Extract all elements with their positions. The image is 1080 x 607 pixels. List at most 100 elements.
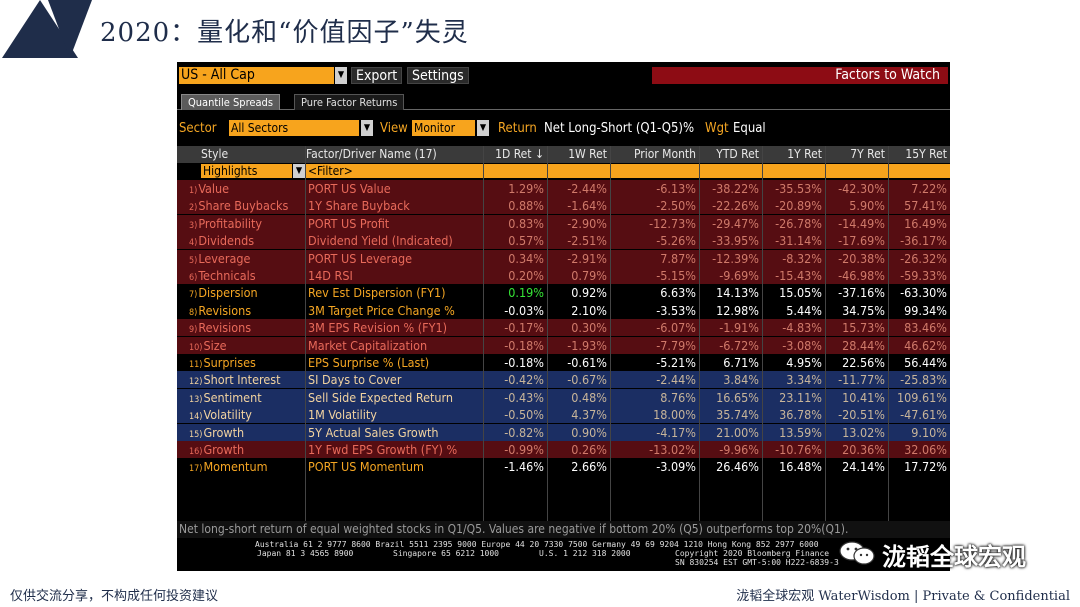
factor-name-cell[interactable]: SI Days to Cover: [306, 371, 483, 389]
value-cell-y15: 109.61%: [889, 388, 950, 406]
tab-pure-factor-returns[interactable]: Pure Factor Returns: [294, 94, 405, 110]
col-prior-month[interactable]: Prior Month: [633, 147, 696, 161]
value-cell-ytd: -29.47%: [700, 214, 762, 232]
filter-cell[interactable]: [484, 164, 547, 178]
filter-cell[interactable]: [889, 164, 950, 178]
col-7y-ret[interactable]: 7Y Ret: [850, 147, 885, 161]
col-factor-name[interactable]: Factor/Driver Name (17): [306, 147, 437, 161]
factor-name-cell[interactable]: 5Y Actual Sales Growth: [306, 423, 483, 441]
style-cell[interactable]: 14)Volatility: [177, 406, 305, 424]
table-row[interactable]: 7)Dispersion Rev Est Dispersion (FY1) 0.19…: [177, 284, 950, 302]
style-label: Revisions: [198, 302, 252, 318]
factor-name-cell[interactable]: PORT US Value: [306, 180, 483, 197]
factor-name-cell[interactable]: Rev Est Dispersion (FY1): [306, 284, 483, 302]
factor-name-cell[interactable]: 1Y Share Buyback: [306, 197, 483, 215]
highlights-select[interactable]: Highlights: [201, 164, 292, 178]
row-number: 6): [189, 273, 198, 283]
table-row[interactable]: 2)Share Buybacks 1Y Share Buyback 0.88% -1.…: [177, 197, 950, 215]
style-cell[interactable]: 2)Share Buybacks: [177, 197, 305, 215]
table-row[interactable]: 3)Profitability PORT US Profit 0.83% -2.90%…: [177, 214, 950, 232]
style-cell[interactable]: 7)Dispersion: [177, 284, 305, 302]
view-select[interactable]: Monitor: [412, 120, 475, 136]
col-1y-ret[interactable]: 1Y Ret: [787, 147, 822, 161]
table-row[interactable]: 15)Growth 5Y Actual Sales Growth -0.82% 0.9…: [177, 423, 950, 441]
settings-button[interactable]: Settings: [407, 67, 469, 84]
table-row[interactable]: 8)Revisions 3M Target Price Change % -0.03…: [177, 301, 950, 319]
table-row[interactable]: 13)Sentiment Sell Side Expected Return -0.…: [177, 388, 950, 406]
factor-name-cell[interactable]: Dividend Yield (Indicated): [306, 232, 483, 250]
value-cell-d1: 0.34%: [484, 249, 547, 267]
table-row[interactable]: 16)Growth 1Y Fwd EPS Growth (FY) % -0.99% 0…: [177, 441, 950, 458]
style-cell[interactable]: 16)Growth: [177, 441, 305, 458]
value-cell-y7: 22.56%: [826, 354, 888, 371]
table-row[interactable]: 14)Volatility 1M Volatility -0.50% 4.37% 18.…: [177, 406, 950, 424]
filter-cell[interactable]: [700, 164, 762, 178]
value-cell-d1: -0.17%: [484, 319, 547, 337]
col-1d-ret[interactable]: 1D Ret ↓: [495, 147, 544, 161]
sector-select[interactable]: All Sectors: [229, 120, 359, 136]
col-style[interactable]: Style: [201, 147, 229, 161]
filter-input[interactable]: <Filter>: [306, 164, 483, 178]
wgt-value[interactable]: Equal: [733, 121, 766, 136]
style-cell[interactable]: 12)Short Interest: [177, 371, 305, 389]
region-select[interactable]: US - All Cap: [179, 67, 334, 84]
style-cell[interactable]: 13)Sentiment: [177, 388, 305, 406]
table-row[interactable]: 11)Surprises EPS Surprise % (Last) -0.18% -…: [177, 354, 950, 371]
export-button[interactable]: Export: [351, 67, 403, 84]
return-value[interactable]: Net Long-Short (Q1-Q5)%: [544, 121, 695, 136]
value-cell-w1: -2.51%: [548, 232, 610, 250]
style-cell[interactable]: 5)Leverage: [177, 249, 305, 267]
filter-cell[interactable]: [763, 164, 825, 178]
col-ytd-ret[interactable]: YTD Ret: [716, 147, 759, 161]
value-cell-y7: -17.69%: [826, 232, 888, 250]
chevron-down-icon[interactable]: ▼: [335, 67, 347, 84]
style-cell[interactable]: 8)Revisions: [177, 301, 305, 319]
table-row[interactable]: 4)Dividends Dividend Yield (Indicated) 0.5…: [177, 232, 950, 250]
table-row[interactable]: 5)Leverage PORT US Leverage 0.34% -2.91% 7.8…: [177, 249, 950, 267]
table-row[interactable]: 17)Momentum PORT US Momentum -1.46% 2.66% -3…: [177, 458, 950, 476]
col-1w-ret[interactable]: 1W Ret: [568, 147, 607, 161]
style-cell[interactable]: 11)Surprises: [177, 354, 305, 371]
factor-name-cell[interactable]: Market Capitalization: [306, 336, 483, 354]
value-cell-y1: -10.76%: [763, 441, 825, 458]
factor-name-cell[interactable]: 3M Target Price Change %: [306, 301, 483, 319]
style-cell[interactable]: 6)Technicals: [177, 267, 305, 284]
row-number: 1): [189, 186, 198, 196]
chevron-down-icon[interactable]: ▼: [293, 164, 305, 178]
value-cell-ytd: -12.39%: [700, 249, 762, 267]
filter-cell[interactable]: [826, 164, 888, 178]
factor-name-cell[interactable]: 1Y Fwd EPS Growth (FY) %: [306, 441, 483, 458]
row-number: 16): [189, 447, 203, 457]
style-cell[interactable]: 4)Dividends: [177, 232, 305, 250]
factor-name-cell[interactable]: 1M Volatility: [306, 406, 483, 424]
col-15y-ret[interactable]: 15Y Ret: [905, 147, 947, 161]
value-cell-y1: -20.89%: [763, 197, 825, 215]
style-cell[interactable]: 3)Profitability: [177, 214, 305, 232]
style-cell[interactable]: 10)Size: [177, 336, 305, 354]
table-row[interactable]: 9)Revisions 3M EPS Revision % (FY1) -0.17%…: [177, 319, 950, 337]
factor-name-cell[interactable]: PORT US Momentum: [306, 458, 483, 476]
chevron-down-icon[interactable]: ▼: [361, 120, 373, 136]
style-cell[interactable]: 1)Value: [177, 180, 305, 197]
factor-name-cell[interactable]: EPS Surprise % (Last): [306, 354, 483, 371]
value-cell-w1: 2.10%: [548, 301, 610, 319]
factor-name-cell[interactable]: 14D RSI: [306, 267, 483, 284]
row-number: 2): [189, 203, 198, 214]
table-row[interactable]: 6)Technicals 14D RSI 0.20% 0.79% -5.15% -9.69…: [177, 267, 950, 284]
style-cell[interactable]: 15)Growth: [177, 423, 305, 441]
value-cell-d1: 1.29%: [484, 180, 547, 197]
style-cell[interactable]: 17)Momentum: [177, 458, 305, 476]
factor-name-cell[interactable]: Sell Side Expected Return: [306, 388, 483, 406]
chevron-down-icon[interactable]: ▼: [477, 120, 489, 136]
factor-name-cell[interactable]: PORT US Leverage: [306, 249, 483, 267]
top-toolbar: US - All Cap ▼ Export Settings Factors t…: [177, 64, 950, 84]
factor-name-cell[interactable]: 3M EPS Revision % (FY1): [306, 319, 483, 337]
table-row[interactable]: 1)Value PORT US Value 1.29% -2.44% -6.13% -38…: [177, 180, 950, 197]
table-row[interactable]: 10)Size Market Capitalization -0.18% -1.93%…: [177, 336, 950, 354]
filter-cell[interactable]: [548, 164, 610, 178]
style-cell[interactable]: 9)Revisions: [177, 319, 305, 337]
factor-name-cell[interactable]: PORT US Profit: [306, 214, 483, 232]
table-row[interactable]: 12)Short Interest SI Days to Cover -0.42% -…: [177, 371, 950, 389]
tab-quantile-spreads[interactable]: Quantile Spreads: [181, 94, 280, 110]
filter-cell[interactable]: [611, 164, 699, 178]
